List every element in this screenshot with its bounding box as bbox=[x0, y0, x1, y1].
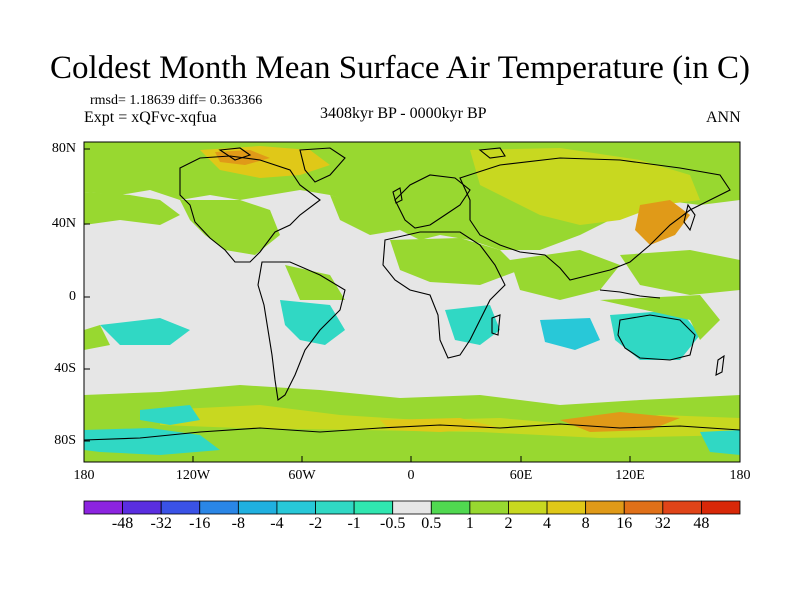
south-america-outline bbox=[257, 261, 346, 401]
indian-ocean-green bbox=[510, 250, 620, 300]
north-america-green bbox=[180, 200, 280, 255]
south-pacific-green bbox=[84, 325, 110, 350]
south-africa-cool bbox=[445, 305, 500, 345]
uk-outline bbox=[392, 187, 403, 204]
colorbar-label: -1 bbox=[347, 515, 361, 532]
greenland-outline bbox=[299, 147, 346, 183]
colorbar-label: 2 bbox=[504, 515, 513, 532]
chart-title: Coldest Month Mean Surface Air Temperatu… bbox=[50, 50, 750, 86]
lon-tick-label: 0 bbox=[407, 468, 415, 483]
colorbar-label: 1 bbox=[465, 515, 474, 532]
colorbar-swatch bbox=[469, 500, 509, 515]
colorbar-swatch bbox=[662, 500, 702, 515]
indian-ocean-cool bbox=[540, 318, 600, 350]
lat-tick-label: 40S bbox=[54, 361, 76, 376]
north-america-outline bbox=[179, 155, 321, 263]
lon-tick-label: 120E bbox=[615, 468, 645, 483]
colorbar-swatch bbox=[585, 500, 625, 515]
stats-label: rmsd= 1.18639 diff= 0.363366 bbox=[90, 93, 263, 108]
colorbar-swatch bbox=[122, 500, 162, 515]
experiment-label: Expt = xQFvc-xqfua bbox=[84, 109, 217, 126]
europe-outline bbox=[394, 174, 471, 229]
lon-tick-label: 120W bbox=[175, 468, 211, 483]
colorbar-swatch bbox=[276, 500, 316, 515]
antarctic-cool-east bbox=[700, 430, 740, 455]
antarctic-cool-west bbox=[84, 428, 220, 455]
colorbar-swatch bbox=[160, 500, 201, 515]
colorbar-swatch bbox=[508, 500, 548, 515]
lon-tick-label: 180 bbox=[729, 468, 751, 483]
east-asia-warm-patch bbox=[635, 200, 690, 245]
colorbar-swatch bbox=[83, 500, 123, 515]
colorbar-label: -4 bbox=[270, 515, 284, 532]
colorbar-label: 32 bbox=[654, 515, 671, 532]
colorbar-swatch bbox=[430, 500, 471, 515]
map-frame bbox=[83, 141, 741, 463]
indonesia-outline bbox=[599, 289, 661, 299]
south-america-cool bbox=[280, 300, 345, 345]
australia-outline bbox=[617, 314, 696, 361]
colorbar-swatch bbox=[353, 500, 394, 515]
antarctic-cool-patch bbox=[140, 405, 200, 425]
lat-tick-label: 40N bbox=[51, 216, 76, 231]
arctic-islands-outline bbox=[218, 147, 506, 161]
colorbar-label: 16 bbox=[616, 515, 633, 532]
colorbar-swatch bbox=[623, 500, 664, 515]
colorbar-label: -32 bbox=[150, 515, 172, 532]
colorbar-swatch bbox=[315, 500, 355, 515]
australia-green bbox=[600, 295, 720, 340]
axis-ticks bbox=[83, 148, 741, 462]
pacific-green-patch bbox=[620, 250, 740, 295]
lat-tick-label: 0 bbox=[69, 289, 76, 304]
colorbar-label: 48 bbox=[693, 515, 710, 532]
colorbar-swatch bbox=[199, 500, 239, 515]
colorbar-swatch bbox=[546, 500, 587, 515]
season-label: ANN bbox=[706, 109, 741, 126]
lat-tick-label: 80N bbox=[51, 141, 76, 156]
colorbar-label: -8 bbox=[231, 515, 245, 532]
north-atlantic-green bbox=[330, 195, 400, 235]
lon-tick-label: 60E bbox=[509, 468, 533, 483]
colorbar-label: 8 bbox=[581, 515, 590, 532]
coastlines bbox=[84, 147, 740, 441]
africa-outline bbox=[382, 231, 506, 359]
colorbar-label: -48 bbox=[111, 515, 134, 532]
south-america-green bbox=[285, 265, 345, 300]
lon-tick-label: 180 bbox=[73, 468, 95, 483]
colorbar-swatch bbox=[237, 500, 278, 515]
north-pacific-green bbox=[84, 192, 180, 225]
asia-outline bbox=[459, 157, 731, 281]
madagascar-outline bbox=[491, 314, 501, 336]
colorbar-swatch bbox=[701, 500, 741, 515]
period-label: 3408kyr BP - 0000kyr BP bbox=[320, 105, 487, 122]
south-pacific-cool bbox=[100, 318, 190, 345]
new-zealand-outline bbox=[715, 354, 725, 376]
australia-cool bbox=[610, 310, 700, 360]
lon-tick-label: 60W bbox=[288, 468, 316, 483]
antarctica-outline bbox=[84, 423, 740, 441]
sahara-green bbox=[390, 238, 520, 285]
japan-outline bbox=[683, 203, 696, 232]
colorbar-label: 4 bbox=[543, 515, 552, 532]
colorbar-swatch bbox=[392, 500, 432, 515]
colorbar-label: -2 bbox=[308, 515, 323, 532]
colorbar-label: 0.5 bbox=[421, 515, 442, 532]
colorbar-label: -0.5 bbox=[380, 515, 406, 532]
colorbar-label: -16 bbox=[189, 515, 211, 532]
lat-tick-label: 80S bbox=[54, 433, 76, 448]
